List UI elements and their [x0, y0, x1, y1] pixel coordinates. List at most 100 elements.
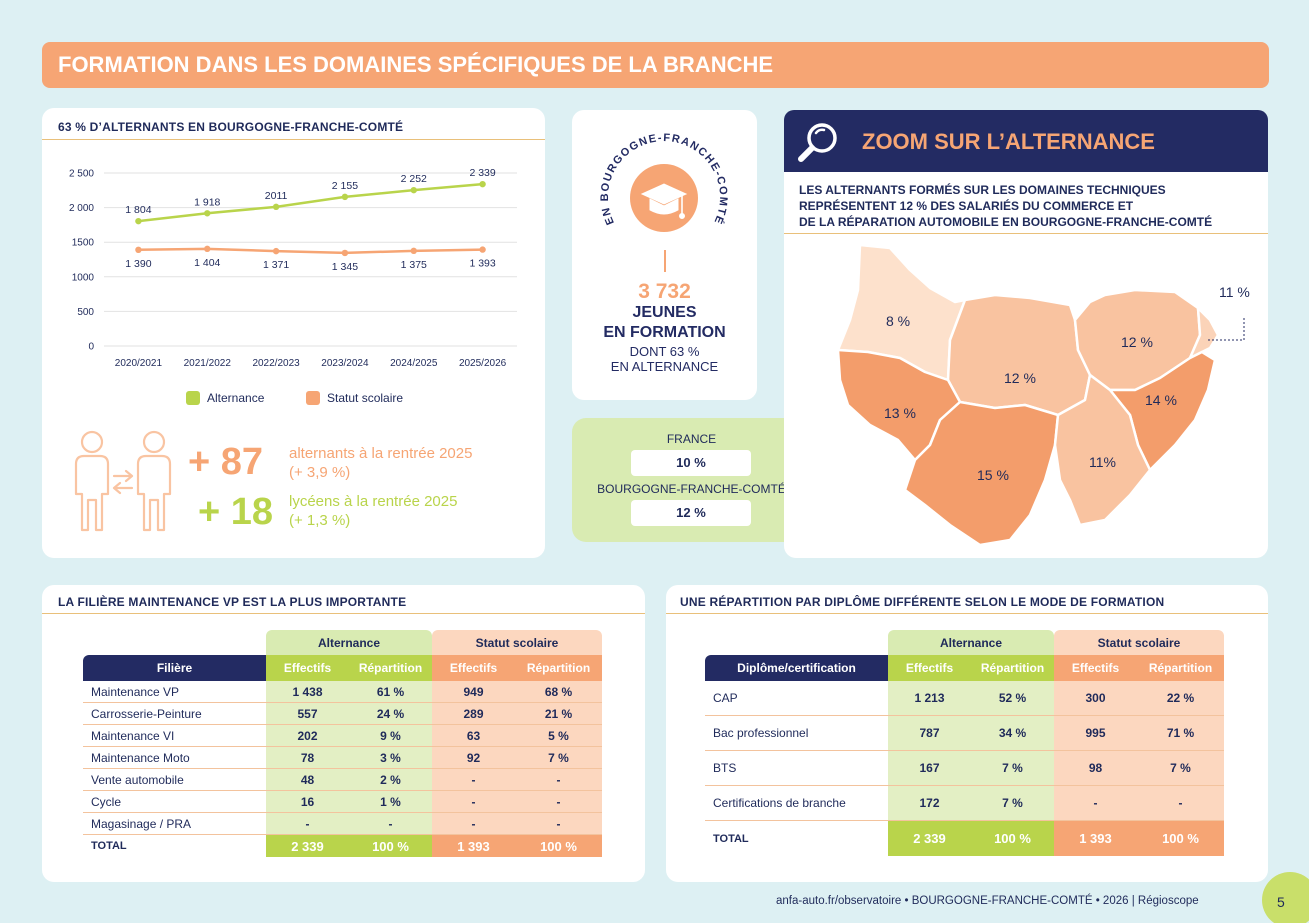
divider [42, 613, 645, 614]
data-point [479, 246, 486, 253]
legend-label-alternance: Alternance [207, 391, 265, 405]
scolaire-effectifs: 63 [432, 725, 515, 747]
scolaire-effectifs: 995 [1054, 716, 1137, 751]
alternance-repartition: 61 % [349, 681, 432, 703]
filiere-card: LA FILIÈRE MAINTENANCE VP EST LA PLUS IM… [42, 585, 645, 882]
y-tick-label: 2 500 [69, 169, 94, 180]
scolaire-repartition: 5 % [515, 725, 602, 747]
row-label: Bac professionnel [705, 716, 888, 751]
jeunes-line2: EN FORMATION [603, 324, 726, 341]
alternance-repartition: 34 % [971, 716, 1054, 751]
table-row: Cycle 16 1 % - - [83, 791, 602, 813]
row-label: Maintenance VI [83, 725, 266, 747]
series-line-statut-scolaire [138, 247, 483, 255]
filiere-col-s-eff: Effectifs [432, 655, 515, 681]
total-label: TOTAL [713, 832, 749, 845]
alternance-repartition: 7 % [971, 751, 1054, 786]
data-point [135, 217, 142, 225]
filiere-col-a-rep: Répartition [349, 655, 432, 681]
x-tick-label: 2023/2024 [321, 358, 369, 369]
data-label: 1 918 [194, 196, 220, 208]
alternance-effectifs: - [266, 813, 349, 835]
total-label: TOTAL [91, 840, 127, 852]
diplome-card: UNE RÉPARTITION PAR DIPLÔME DIFFÉRENTE S… [666, 585, 1268, 882]
y-tick-label: 0 [88, 342, 94, 353]
alternants-card: 63 % D’ALTERNANTS EN BOURGOGNE-FRANCHE-C… [42, 108, 545, 558]
y-tick-label: 1000 [72, 272, 95, 283]
jeunes-line4: EN ALTERNANCE [610, 359, 719, 374]
connector-line [664, 250, 666, 272]
table-row: Maintenance VI 202 9 % 63 5 % [83, 725, 602, 747]
row-label: Cycle [83, 791, 266, 813]
table-row: Maintenance Moto 78 3 % 92 7 % [83, 747, 602, 769]
map-dept-territoire-de-belfort [1188, 306, 1220, 360]
data-point [204, 210, 211, 217]
data-point [204, 245, 211, 253]
diplome-col-s-eff: Effectifs [1054, 655, 1137, 681]
scolaire-repartition: - [515, 769, 602, 791]
diplome-title: UNE RÉPARTITION PAR DIPLÔME DIFFÉRENTE S… [680, 595, 1165, 609]
zoom-desc-line3: DE LA RÉPARATION AUTOMOBILE EN BOURGOGNE… [799, 215, 1213, 229]
zoom-title: ZOOM SUR L’ALTERNANCE [862, 129, 1155, 154]
alternance-effectifs: 202 [266, 725, 349, 747]
map-pct-cote-dor: 12 % [1004, 370, 1036, 386]
x-tick-label: 2022/2023 [252, 358, 300, 369]
filiere-group-statut: Statut scolaire [432, 630, 602, 655]
table-row: CAP 1 213 52 % 300 22 % [705, 681, 1224, 716]
diplome-col-s-rep: Répartition [1137, 655, 1224, 681]
table-row: Certifications de branche 172 7 % - - [705, 786, 1224, 821]
france-value: 10 % [631, 450, 751, 476]
table-row: Bac professionnel 787 34 % 995 71 % [705, 716, 1224, 751]
jeunes-line3: DONT 63 % [629, 344, 700, 359]
total-scolaire-repartition: 100 % [515, 835, 602, 857]
row-label: Vente automobile [83, 769, 266, 791]
x-tick-label: 2024/2025 [390, 358, 438, 369]
row-label: Certifications de branche [705, 786, 888, 821]
jeunes-line1: JEUNES [632, 304, 697, 321]
scolaire-effectifs: - [432, 769, 515, 791]
data-label: 1 804 [125, 204, 151, 216]
data-point [341, 193, 349, 201]
alternance-effectifs: 167 [888, 751, 971, 786]
y-tick-label: 2 000 [69, 203, 94, 214]
diplome-group-statut: Statut scolaire [1054, 630, 1224, 655]
divider [784, 233, 1268, 234]
data-label: 1 371 [263, 259, 289, 271]
data-point [410, 247, 417, 255]
scolaire-effectifs: - [432, 791, 515, 813]
map-pct-nievre: 13 % [884, 405, 916, 421]
y-tick-label: 500 [77, 307, 94, 318]
total-row: TOTAL 2 339 100 % 1 393 100 % [705, 821, 1224, 856]
plus-alternants-text: alternants à la rentrée 2025 [289, 445, 473, 462]
comparison-box: FRANCE 10 % BOURGOGNE-FRANCHE-COMTÉ 12 % [572, 418, 811, 542]
zoom-desc-line2: REPRÉSENTENT 12 % DES SALARIÉS DU COMMER… [799, 199, 1134, 213]
scolaire-repartition: - [1137, 786, 1224, 821]
zoom-header: ZOOM SUR L’ALTERNANCE [784, 110, 1268, 172]
jeunes-card: EN BOURGOGNE-FRANCHE-COMTÉ 3 732 JEUNES … [572, 110, 757, 400]
diplome-col-label: Diplôme/certification [705, 655, 888, 681]
data-point [272, 247, 280, 255]
series-line-alternance [138, 182, 483, 223]
x-tick-label: 2025/2026 [459, 358, 507, 369]
row-label: BTS [705, 751, 888, 786]
data-point [410, 186, 417, 194]
footer-text: anfa-auto.fr/observatoire • BOURGOGNE-FR… [776, 895, 1199, 907]
alternance-effectifs: 787 [888, 716, 971, 751]
diplome-col-a-rep: Répartition [971, 655, 1054, 681]
alternance-effectifs: 48 [266, 769, 349, 791]
jeunes-count: 3 732 [638, 280, 691, 303]
total-scolaire-effectifs: 1 393 [432, 835, 515, 857]
x-tick-label: 2021/2022 [184, 358, 232, 369]
table-row: BTS 167 7 % 98 7 % [705, 751, 1224, 786]
scolaire-repartition: 22 % [1137, 681, 1224, 716]
alternance-repartition: 52 % [971, 681, 1054, 716]
diplome-col-a-eff: Effectifs [888, 655, 971, 681]
alternance-repartition: 1 % [349, 791, 432, 813]
scolaire-effectifs: 949 [432, 681, 515, 703]
alternance-effectifs: 1 213 [888, 681, 971, 716]
map-pct-territoire-de-belfort: 11 % [1219, 284, 1250, 300]
alternance-effectifs: 16 [266, 791, 349, 813]
map-pct-jura: 11% [1089, 454, 1116, 470]
y-tick-label: 1500 [72, 238, 95, 249]
scolaire-repartition: - [515, 813, 602, 835]
